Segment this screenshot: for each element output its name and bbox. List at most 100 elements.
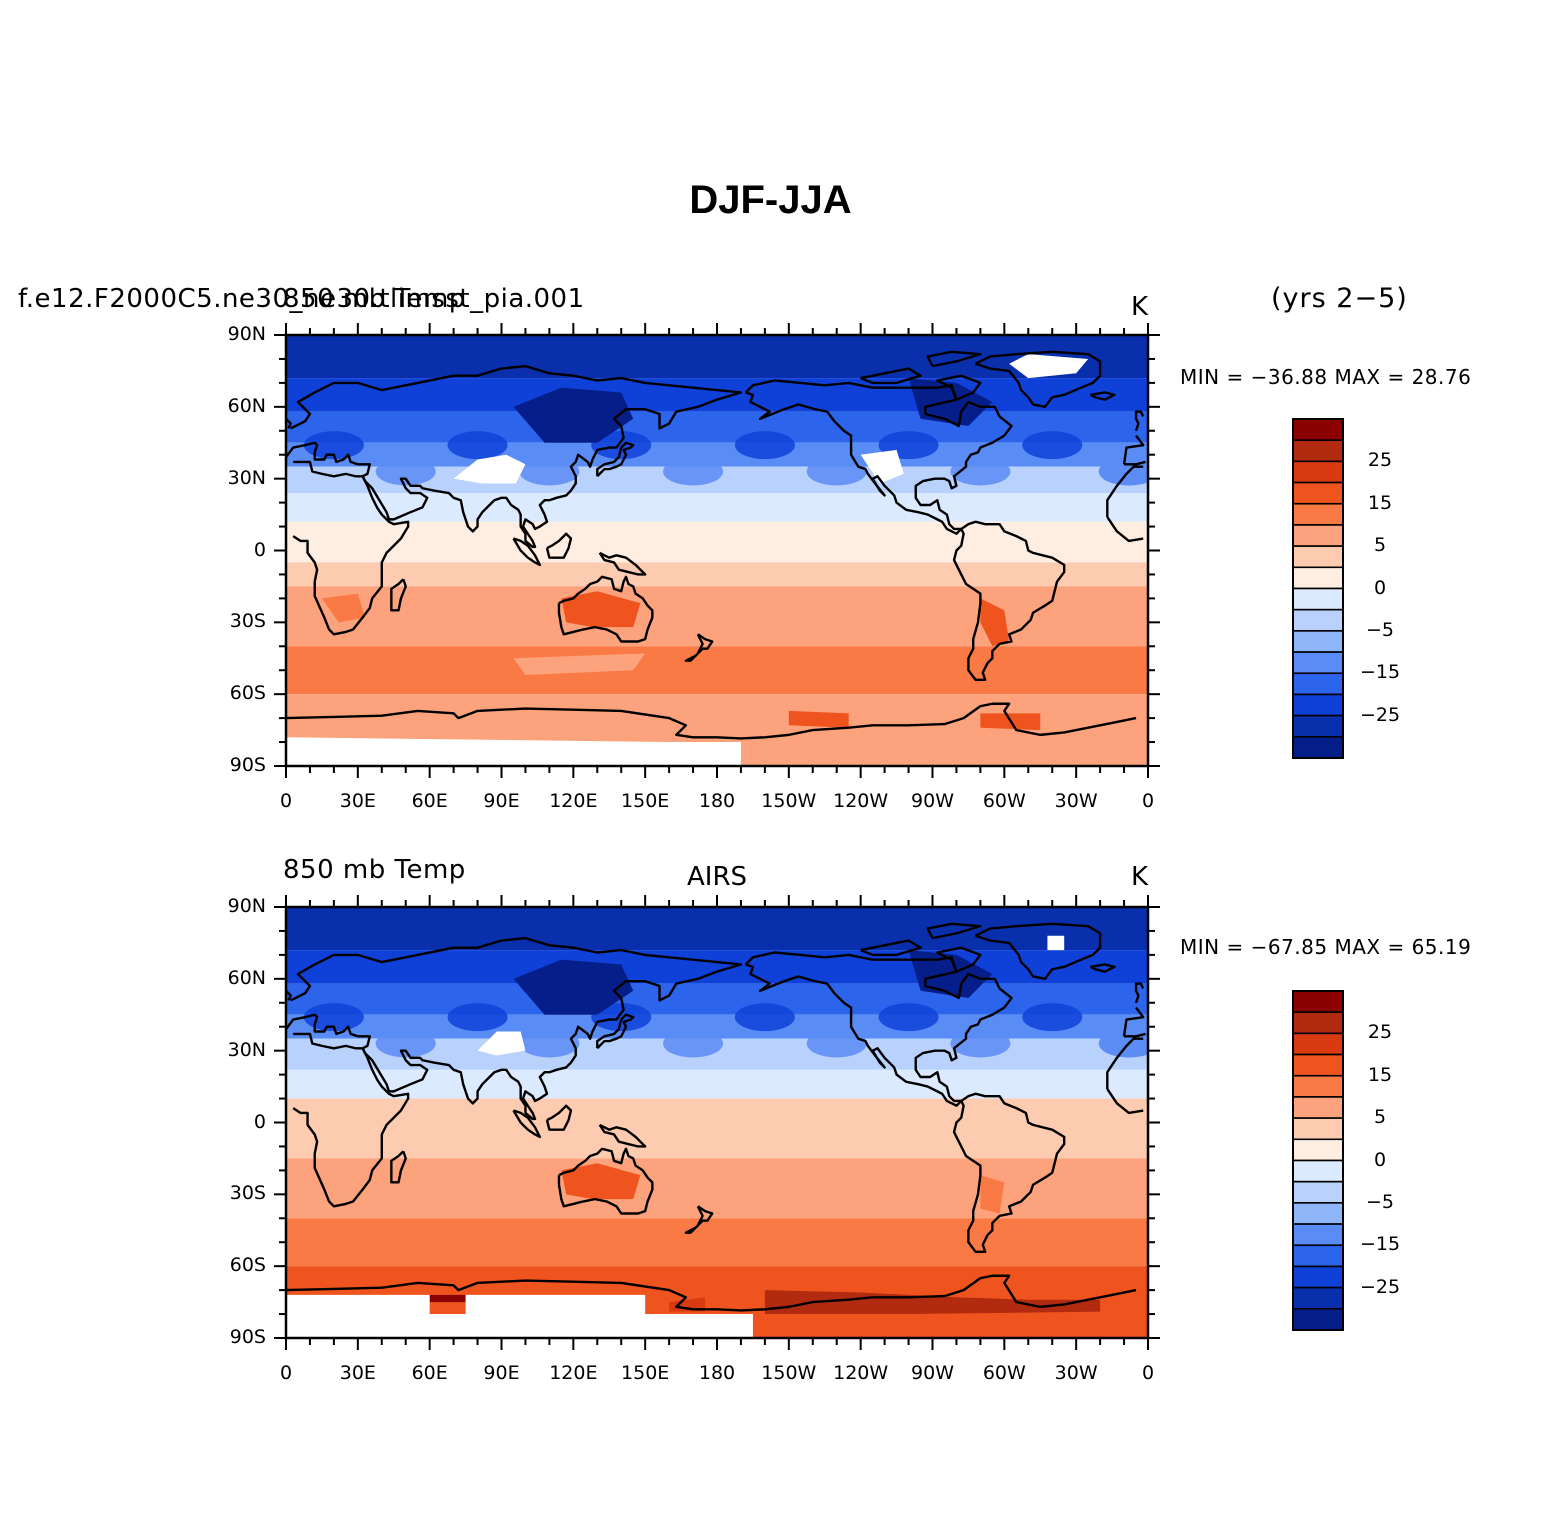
contour-feature	[734, 431, 795, 460]
coastline-n_america	[744, 379, 1013, 535]
y-tick-label: 30S	[229, 1182, 266, 1205]
colorbar-swatch	[1292, 990, 1344, 1013]
colorbar-label: −25	[1359, 703, 1401, 726]
coastline-sumatra	[512, 537, 542, 567]
contour-feature	[1022, 1003, 1083, 1032]
contour-band	[286, 983, 1148, 1015]
x-tick-label: 0	[279, 1362, 293, 1384]
contour-band	[286, 562, 1148, 587]
x-tick-label: 180	[698, 790, 736, 812]
colorbar-swatch	[1292, 1053, 1344, 1077]
y-tick-label: 0	[253, 538, 266, 561]
colorbar-label: −15	[1359, 1233, 1401, 1256]
colorbar-swatch	[1292, 587, 1344, 611]
contour-feature	[303, 1003, 364, 1032]
coastline-africa	[292, 460, 410, 636]
x-tick-label: 60E	[411, 1362, 448, 1384]
contour-band	[286, 378, 1148, 412]
coastline-uk	[1134, 410, 1145, 432]
coastline-eurasia	[286, 364, 743, 549]
colorbar-swatch	[1292, 566, 1344, 590]
x-tick-label: 60W	[982, 1362, 1026, 1384]
colorbar-label: 0	[1373, 1148, 1387, 1171]
colorbar-swatch	[1292, 1159, 1344, 1183]
colorbar-2	[1292, 990, 1344, 1331]
colorbar-swatch	[1292, 714, 1344, 738]
coastline-arctic_isl	[860, 367, 922, 385]
x-tick-label: 0	[1141, 1362, 1155, 1384]
x-tick-label: 30W	[1054, 1362, 1098, 1384]
coastline-eurasia	[1122, 1006, 1145, 1037]
colorbar-swatch	[1292, 1223, 1344, 1247]
coastline-ellesmere	[926, 922, 982, 940]
contour-feature	[447, 431, 508, 460]
contour-feature	[878, 1003, 939, 1032]
coastline-arctic_isl	[860, 939, 922, 957]
coastline-uk	[286, 989, 292, 1001]
contour-patch	[764, 1290, 1101, 1315]
coastline-greenland	[975, 350, 1102, 409]
coastline-iceland	[1089, 391, 1116, 401]
colorbar-swatch	[1292, 1308, 1344, 1331]
contour-patch	[513, 653, 646, 676]
colorbar-swatch	[1292, 736, 1344, 759]
colorbar-swatch	[1292, 1265, 1344, 1289]
contour-patch	[561, 591, 641, 628]
x-tick-label: 90W	[911, 790, 954, 812]
y-tick-label: 60S	[229, 1254, 266, 1277]
coastline-s_america	[952, 1092, 1066, 1254]
y-tick-label: 30N	[227, 466, 266, 489]
contour-feature	[591, 1003, 652, 1032]
colorbar-label: 5	[1373, 534, 1387, 557]
coastline-antarctica	[286, 1274, 1137, 1312]
colorbar-swatch	[1292, 1202, 1344, 1225]
panel-2-units: K	[1131, 862, 1149, 892]
colorbar-swatch	[1292, 651, 1344, 675]
colorbar-swatch	[1292, 439, 1344, 463]
coastline-australia	[557, 575, 654, 643]
y-tick-label: 0	[253, 1110, 266, 1133]
x-tick-label: 90E	[483, 1362, 520, 1384]
colorbar-label: 15	[1367, 1063, 1393, 1086]
y-tick-label: 60N	[227, 966, 266, 989]
coastline-borneo	[545, 532, 573, 559]
colorbar-swatch	[1292, 1096, 1344, 1119]
colorbar-swatch	[1292, 672, 1344, 696]
coastline-madagascar	[390, 1150, 407, 1184]
coastline-eurasia	[1122, 434, 1145, 465]
x-tick-label: 30W	[1054, 790, 1098, 812]
panel-1-min-max: MIN = −36.88 MAX = 28.76	[1180, 365, 1472, 389]
coastline-madagascar	[390, 578, 407, 612]
contour-band	[286, 586, 1148, 647]
panel-2-source-title: AIRS	[686, 862, 748, 892]
colorbar-label: −5	[1365, 618, 1395, 641]
x-tick-label: 180	[698, 1362, 736, 1384]
coastline-eurasia	[1124, 460, 1146, 466]
colorbar-1	[1292, 418, 1344, 759]
colorbar-swatch	[1292, 1074, 1344, 1098]
x-tick-label: 120W	[833, 1362, 889, 1384]
colorbar-swatch	[1292, 460, 1344, 484]
colorbar-swatch	[1292, 1138, 1344, 1162]
coastline-africa	[292, 1032, 410, 1208]
colorbar-frame	[1292, 418, 1344, 759]
colorbar-label: 5	[1373, 1106, 1387, 1129]
colorbar-swatch	[1292, 524, 1344, 547]
x-tick-label: 120E	[549, 1362, 598, 1384]
coastline-africa	[1106, 516, 1144, 543]
contour-patch	[788, 710, 849, 728]
map-panel-2	[274, 895, 1160, 1350]
contour-patch	[321, 593, 366, 623]
x-tick-label: 90W	[911, 1362, 954, 1384]
contour-band	[286, 907, 1148, 951]
coastline-uk	[286, 417, 292, 429]
colorbar-label: −25	[1359, 1275, 1401, 1298]
x-tick-label: 30E	[339, 1362, 376, 1384]
x-tick-label: 150W	[761, 790, 817, 812]
coastline-new_zealand	[684, 633, 714, 662]
panel-1-variable-title: 850 mb Temp	[283, 284, 466, 314]
colorbar-swatch	[1292, 418, 1344, 441]
axis-ticks	[274, 895, 1160, 1350]
contour-feature	[591, 431, 652, 460]
